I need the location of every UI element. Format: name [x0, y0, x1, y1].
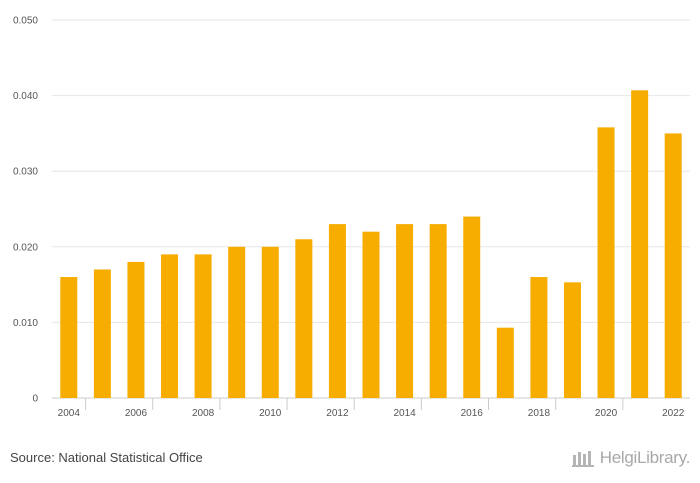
bar-2019: [563, 282, 581, 398]
bar-2016: [463, 216, 481, 398]
bar-2013: [362, 231, 380, 398]
bar-2012: [328, 224, 346, 398]
bar-2011: [295, 239, 313, 398]
library-icon: [571, 451, 594, 467]
x-tick-label: 2016: [461, 408, 484, 419]
bar-2004: [60, 277, 78, 398]
x-tick-label: 2010: [259, 408, 282, 419]
x-tick-label: 2018: [528, 408, 551, 419]
bar-2007: [161, 254, 179, 398]
bar-2009: [228, 246, 246, 398]
x-tick-label: 2020: [595, 408, 618, 419]
x-tick-label: 2014: [393, 408, 416, 419]
x-tick-label: 2008: [192, 408, 215, 419]
source-note: Source: National Statistical Office: [10, 450, 203, 465]
bars: [60, 90, 682, 399]
brand-name: HelgiLibrary.: [599, 448, 691, 467]
y-tick-label: 0.040: [13, 91, 38, 102]
y-tick-label: 0.020: [13, 242, 38, 253]
bar-2017: [496, 327, 514, 398]
x-tick-label: 2022: [662, 408, 685, 419]
y-tick-label: 0.010: [13, 318, 38, 329]
y-tick-label: 0: [32, 394, 38, 405]
bar-2008: [194, 254, 212, 398]
brand-logo: HelgiLibrary.: [571, 448, 691, 468]
bar-2010: [261, 246, 279, 398]
bar-2005: [93, 269, 111, 398]
bar-2006: [127, 261, 145, 398]
x-tick-label: 2004: [58, 408, 81, 419]
bar-2021: [631, 90, 649, 399]
x-tick-label: 2006: [125, 408, 148, 419]
y-tick-label: 0.050: [13, 16, 38, 27]
y-tick-label: 0.030: [13, 167, 38, 178]
x-tick-label: 2012: [326, 408, 349, 419]
bar-2020: [597, 127, 615, 399]
bar-2018: [530, 277, 548, 398]
bar-2014: [396, 224, 414, 398]
y-axis-ticks: 0 0.010 0.020 0.030 0.040 0.050: [13, 16, 38, 405]
x-axis-ticks: 2004 2006 2008 2010 2012 2014 2016 2018 2020 2022: [58, 398, 685, 419]
bar-2022: [664, 133, 682, 398]
bar-2015: [429, 224, 447, 398]
